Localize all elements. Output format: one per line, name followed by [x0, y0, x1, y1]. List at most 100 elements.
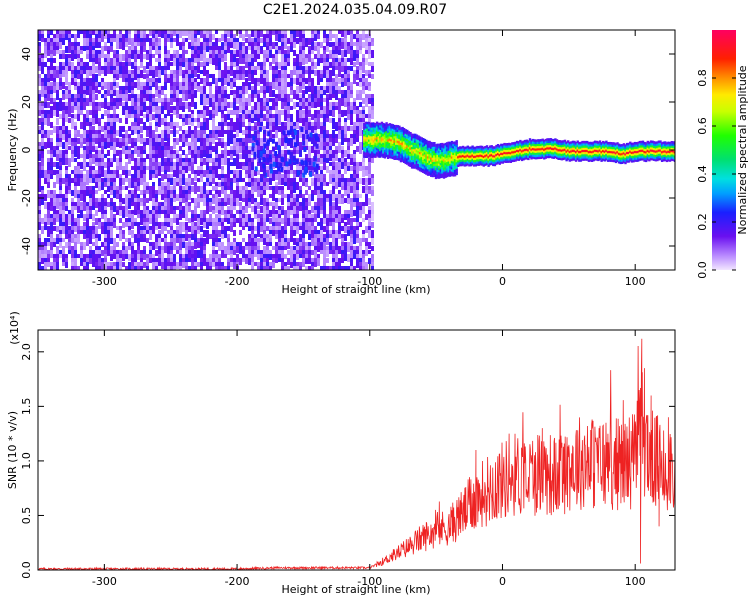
spectrogram-cell	[50, 50, 53, 57]
spectrogram-cell	[122, 178, 125, 185]
spectrogram-cell	[356, 130, 359, 134]
spectrogram-cell	[113, 114, 116, 121]
spectrogram-cell	[281, 190, 284, 195]
spectrogram-cell	[95, 102, 98, 108]
spectrogram-cell	[158, 210, 161, 215]
spectrogram-cell	[47, 114, 50, 121]
spectrogram-cell	[254, 38, 257, 43]
spectrogram-cell	[152, 98, 155, 102]
spectrogram-cell	[284, 170, 287, 174]
spectrogram-cell	[266, 258, 269, 262]
spectrogram-cell	[191, 134, 194, 142]
spectrogram-cell	[320, 182, 323, 189]
spectrogram-cell	[338, 90, 341, 94]
spectrogram-cell	[362, 258, 365, 265]
spectrogram-cell	[47, 110, 50, 117]
spectrogram-cell	[248, 118, 251, 124]
spectrogram-cell	[89, 30, 92, 36]
spectrogram-cell	[317, 42, 320, 46]
spectrogram-cell	[203, 70, 206, 76]
spectrogram-cell	[83, 206, 86, 211]
spectrogram-cell	[260, 162, 263, 167]
spectrogram-cell	[56, 150, 59, 155]
spectrogram-cell	[263, 50, 266, 55]
spectrogram-cell	[362, 230, 365, 234]
spectrogram-cell	[74, 106, 77, 110]
spectrogram-cell	[313, 167, 317, 173]
spectrogram-cell	[224, 78, 227, 85]
spectrogram-cell	[290, 238, 293, 242]
spectrogram-cell	[344, 98, 347, 102]
spectrogram-cell	[167, 154, 170, 159]
spectrogram-cell	[71, 190, 74, 196]
spectrogram-cell	[152, 230, 155, 234]
spectrogram-cell	[80, 70, 83, 74]
spectrogram-cell	[359, 166, 362, 171]
spectrogram-cell	[38, 174, 41, 178]
spectrogram-cell	[233, 150, 236, 156]
spectrogram-cell	[104, 94, 107, 99]
spectrogram-cell	[173, 142, 176, 149]
spectrogram-cell	[170, 242, 173, 246]
spectrogram-cell	[329, 102, 332, 107]
spectrogram-cell	[284, 50, 287, 57]
spectrogram-cell	[293, 174, 296, 180]
spectrogram-cell	[341, 150, 344, 154]
spectrogram-cell	[110, 222, 113, 227]
spectrogram-cell	[350, 230, 353, 236]
spectrogram-cell	[296, 182, 299, 190]
spectrogram-cell	[326, 134, 329, 141]
spectrogram-cell	[128, 182, 131, 188]
spectrogram-cell	[176, 110, 179, 114]
spectrogram-cell	[143, 142, 146, 146]
spectrogram-cell	[326, 66, 329, 72]
spectrogram-cell	[122, 146, 125, 154]
spectrogram-cell	[101, 158, 104, 163]
spectrogram-cell	[167, 198, 170, 206]
spectrogram-cell	[242, 258, 245, 262]
spectrogram-cell	[161, 246, 164, 253]
spectrogram-cell	[149, 154, 152, 158]
spectrogram-cell	[269, 86, 272, 92]
spectrogram-cell	[335, 250, 338, 257]
spectrogram-cell	[182, 134, 185, 142]
spectrogram-cell	[86, 146, 89, 154]
spectrogram-cell	[341, 138, 344, 145]
spectrogram-cell	[311, 86, 314, 92]
spectrogram-cell	[335, 198, 338, 206]
spectrogram-cell	[53, 46, 56, 52]
spectrogram-cell	[104, 70, 107, 76]
spectrogram-cell	[368, 210, 371, 214]
spectrogram-cell	[312, 161, 316, 167]
spectrogram-cell	[125, 90, 128, 97]
spectrogram-cell	[314, 210, 317, 216]
spectrogram-cell	[215, 42, 218, 48]
spectrogram-cell	[299, 254, 302, 258]
spectrogram-cell	[92, 154, 95, 159]
spectrogram-cell	[293, 78, 296, 84]
spectrogram-cell	[257, 54, 260, 59]
spectrogram-cell	[110, 266, 113, 270]
spectrogram-cell	[131, 106, 134, 113]
spectrogram-cell	[350, 50, 353, 57]
spectrogram-cell	[104, 102, 107, 109]
spectrogram-cell	[218, 142, 221, 146]
spectrogram-cell	[95, 110, 98, 117]
spectrogram-cell	[227, 170, 230, 174]
spectrogram-cell	[95, 198, 98, 205]
spectrogram-cell	[71, 170, 74, 174]
spectrogram-cell	[194, 202, 197, 209]
spectrogram-cell	[194, 182, 197, 189]
spectrogram-cell	[363, 151, 366, 154]
spectrogram-cell	[251, 78, 254, 84]
spectrogram-cell	[50, 86, 53, 92]
spectrogram-cell	[140, 162, 143, 168]
spectrogram-cell	[362, 78, 365, 82]
spectrogram-cell	[56, 134, 59, 141]
spectrogram-cell	[86, 262, 89, 269]
spectrogram-cell	[221, 178, 224, 184]
spectrogram-cell	[260, 86, 263, 93]
spectrogram-cell	[131, 202, 134, 206]
spectrogram-cell	[302, 242, 305, 247]
spectrogram-cell	[287, 182, 290, 190]
